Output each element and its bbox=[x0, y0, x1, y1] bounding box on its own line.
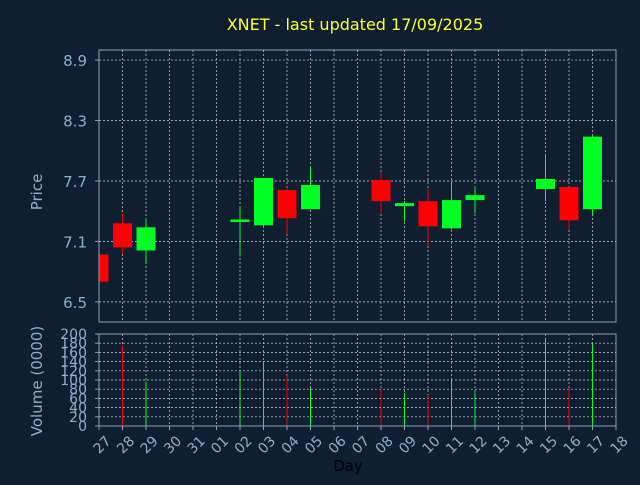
x-tick-label: 12 bbox=[467, 433, 491, 457]
candle-body bbox=[301, 184, 320, 210]
candle-body bbox=[136, 227, 156, 251]
x-tick-label: 02 bbox=[232, 433, 256, 457]
x-tick-label: 31 bbox=[185, 433, 209, 457]
x-tick-label: 06 bbox=[326, 433, 350, 457]
x-tick-label: 07 bbox=[349, 433, 373, 457]
price-axis-label: Price bbox=[28, 174, 46, 211]
price-tick-label: 7.1 bbox=[63, 233, 87, 251]
volume-tick-label: 40 bbox=[69, 401, 87, 417]
volume-tick-label: 20 bbox=[69, 410, 87, 426]
candle-body bbox=[99, 254, 109, 282]
x-tick-label: 11 bbox=[443, 433, 467, 457]
price-tick-label: 7.7 bbox=[63, 173, 87, 191]
volume-tick-label: 0 bbox=[78, 419, 87, 435]
candle-body bbox=[113, 223, 132, 248]
volume-tick-label: 120 bbox=[60, 364, 87, 380]
price-panel: 6.5 7.1 7.7 8.3 8.9 bbox=[63, 49, 617, 323]
candle-body bbox=[277, 190, 297, 219]
x-tick-label: 28 bbox=[114, 433, 138, 457]
price-panel-frame bbox=[98, 49, 617, 323]
x-tick-label: 05 bbox=[302, 433, 326, 457]
chart-title: XNET - last updated 17/09/2025 bbox=[227, 15, 484, 34]
x-tick-label: 13 bbox=[490, 433, 514, 457]
volume-tick-label: 200 bbox=[60, 327, 87, 343]
price-tick-label: 8.3 bbox=[63, 113, 87, 131]
x-tick-label: 10 bbox=[420, 433, 444, 457]
candle-body bbox=[230, 219, 250, 223]
candle-body bbox=[442, 200, 461, 229]
x-tick-label: 09 bbox=[396, 433, 420, 457]
volume-tick-label: 140 bbox=[60, 355, 87, 371]
candle-body bbox=[465, 195, 485, 201]
x-tick-label: 16 bbox=[561, 433, 585, 457]
candle-body bbox=[559, 187, 579, 221]
x-tick-label: 17 bbox=[584, 433, 608, 457]
volume-tick-label: 60 bbox=[69, 391, 87, 407]
volume-axis-label: Volume (0000) bbox=[28, 326, 46, 436]
price-tick-label: 6.5 bbox=[63, 294, 87, 312]
volume-tick-label: 160 bbox=[60, 345, 87, 361]
volume-tick-label: 80 bbox=[69, 382, 87, 398]
price-tick-label: 8.9 bbox=[63, 52, 87, 70]
x-tick-label: 04 bbox=[279, 433, 303, 457]
x-tick-label: 30 bbox=[161, 433, 185, 457]
volume-tick-label: 100 bbox=[60, 373, 87, 389]
x-tick-label: 08 bbox=[373, 433, 397, 457]
candle-body bbox=[395, 203, 414, 207]
candle-body bbox=[583, 136, 602, 210]
volume-tick-label: 180 bbox=[60, 336, 87, 352]
x-axis-label: Day bbox=[333, 457, 363, 475]
candle-body bbox=[536, 178, 555, 190]
x-tick-label: 27 bbox=[91, 433, 115, 457]
x-tick-label: 18 bbox=[608, 433, 632, 457]
candle-body bbox=[371, 179, 391, 202]
x-tick-label: 14 bbox=[514, 433, 538, 457]
x-tick-label: 03 bbox=[255, 433, 279, 457]
x-tick-label: 01 bbox=[208, 433, 232, 457]
candle-body bbox=[418, 201, 438, 227]
x-tick-label: 15 bbox=[537, 433, 561, 457]
x-tick-label: 29 bbox=[138, 433, 162, 457]
candle-body bbox=[254, 177, 273, 226]
